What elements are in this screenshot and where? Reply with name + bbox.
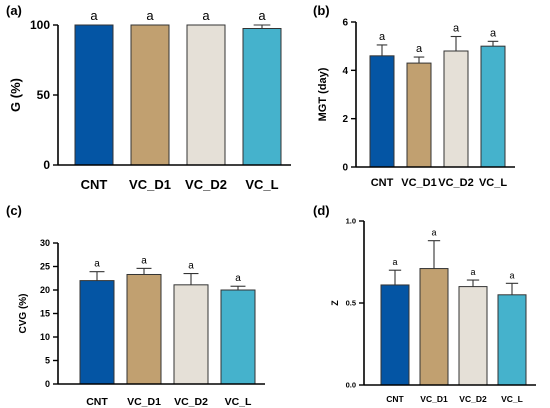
y-tick-label: 100 bbox=[30, 18, 50, 32]
bar-cnt bbox=[369, 55, 395, 168]
x-tick-label: VC_D1 bbox=[401, 177, 436, 189]
y-tick-label: 10 bbox=[40, 332, 50, 342]
y-tick-label: 4 bbox=[342, 66, 348, 77]
significance-letter: a bbox=[453, 23, 460, 35]
y-tick-label: 25 bbox=[40, 262, 50, 272]
panel-label: (a) bbox=[6, 3, 22, 18]
y-axis-label: CVG (%) bbox=[18, 294, 29, 334]
bar-vc-d2 bbox=[458, 286, 488, 386]
significance-letter: a bbox=[509, 270, 514, 280]
y-tick-label: 0 bbox=[342, 163, 348, 174]
significance-letter: a bbox=[379, 31, 386, 43]
bar-vc-l bbox=[497, 294, 527, 386]
significance-letter: a bbox=[470, 267, 475, 277]
significance-letter: a bbox=[392, 257, 397, 267]
bar-vc-d2 bbox=[443, 50, 469, 168]
x-tick-label: CNT bbox=[81, 177, 108, 192]
bar-cnt bbox=[74, 24, 114, 166]
bar-cnt bbox=[79, 280, 115, 385]
x-tick-label: VC_L bbox=[501, 394, 523, 404]
x-tick-label: VC_D1 bbox=[127, 396, 161, 408]
x-tick-label: VC_L bbox=[245, 177, 278, 192]
bar-vc-l bbox=[242, 28, 282, 166]
y-tick-label: 5 bbox=[45, 356, 50, 366]
y-axis-label: MGT (day) bbox=[317, 67, 329, 121]
panel-label: (b) bbox=[313, 3, 330, 18]
significance-letter: a bbox=[416, 43, 423, 55]
y-tick-label: 1.0 bbox=[346, 217, 356, 226]
significance-letter: a bbox=[431, 228, 436, 238]
x-tick-label: VC_L bbox=[479, 177, 507, 189]
y-axis-label: Z bbox=[330, 300, 340, 306]
significance-letter: a bbox=[235, 273, 241, 284]
x-tick-label: VC_L bbox=[225, 396, 252, 408]
x-tick-label: CNT bbox=[371, 177, 394, 189]
bar-vc-d1 bbox=[126, 273, 162, 385]
chart-panel-c: (c) CVG (%) a CNT a VC_D1 a VC_D2 a VC_L 0 5 10 15 20 2… bbox=[6, 203, 265, 408]
y-tick-label: 0.5 bbox=[346, 299, 356, 308]
significance-letter: a bbox=[141, 255, 147, 266]
significance-letter: a bbox=[188, 261, 194, 272]
y-tick-label: 0.0 bbox=[346, 381, 356, 390]
x-tick-label: VC_D2 bbox=[174, 396, 208, 408]
x-tick-label: CNT bbox=[386, 394, 404, 404]
x-tick-label: VC_D2 bbox=[185, 177, 227, 192]
panel-label: (c) bbox=[6, 203, 22, 218]
bar-vc-d1 bbox=[419, 268, 449, 386]
x-tick-label: VC_D1 bbox=[129, 177, 171, 192]
significance-letter: a bbox=[490, 27, 497, 39]
significance-letter: a bbox=[258, 8, 266, 23]
bar-vc-l bbox=[480, 45, 506, 168]
y-tick-label: 50 bbox=[37, 88, 51, 102]
chart-panel-a: (a) G (%) a CNT a VC_D1 a VC_D2 a VC_L 0 50 100 bbox=[6, 3, 291, 192]
bar-cnt bbox=[380, 284, 410, 386]
significance-letter: a bbox=[90, 8, 98, 23]
y-tick-label: 15 bbox=[40, 309, 50, 319]
x-tick-label: VC_D2 bbox=[438, 177, 473, 189]
x-tick-label: CNT bbox=[86, 396, 108, 408]
x-tick-label: VC_D2 bbox=[459, 394, 487, 404]
y-tick-label: 0 bbox=[43, 158, 50, 172]
bar-vc-l bbox=[220, 289, 256, 385]
bar-vc-d1 bbox=[406, 62, 432, 168]
bar-vc-d2 bbox=[173, 284, 209, 385]
bar-vc-d1 bbox=[130, 24, 170, 166]
y-tick-label: 20 bbox=[40, 285, 50, 295]
y-axis-label: G (%) bbox=[8, 78, 23, 112]
significance-letter: a bbox=[94, 259, 100, 270]
y-tick-label: 30 bbox=[40, 238, 50, 248]
y-tick-label: 6 bbox=[342, 18, 348, 29]
x-tick-label: VC_D1 bbox=[420, 394, 448, 404]
y-tick-label: 0 bbox=[45, 379, 50, 389]
panel-label: (d) bbox=[313, 203, 330, 218]
significance-letter: a bbox=[146, 8, 154, 23]
bar-vc-d2 bbox=[186, 24, 226, 166]
chart-panel-b: (b) MGT (day) a CNT a VC_D1 a VC_D2 a VC_L 0 2 4 6 bbox=[313, 3, 515, 189]
chart-panel-d: (d) Za CNT a VC_D1 a VC_D2 a VC_L 0.0 0.5 1.0 bbox=[313, 203, 536, 404]
significance-letter: a bbox=[202, 8, 210, 23]
y-tick-label: 2 bbox=[342, 114, 348, 125]
